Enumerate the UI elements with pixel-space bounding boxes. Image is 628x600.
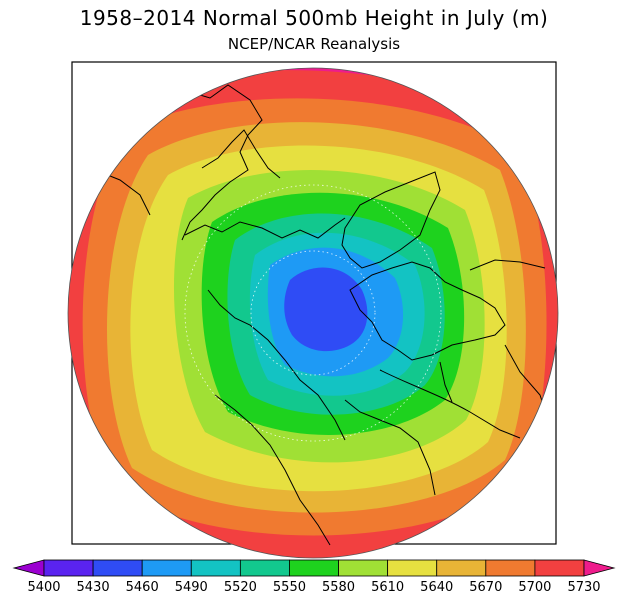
colorbar: 5400 5430 5460 5490 5520 5550 5580 5610 5640 5670… — [12, 559, 616, 595]
scandinavia-coast — [201, 129, 281, 179]
colorbar-tick-label: 5490 — [175, 580, 208, 595]
colorbar-tick-label: 5700 — [518, 580, 551, 595]
colorbar-swatch — [289, 559, 339, 577]
colorbar-tick-label: 5730 — [567, 580, 600, 595]
colorbar-tick-label: 5550 — [273, 580, 306, 595]
latitude-circles — [184, 184, 442, 442]
band-5430 — [284, 267, 368, 352]
colorbar-tick-label: 5580 — [322, 580, 355, 595]
colorbar-swatch — [190, 559, 241, 577]
colorbar-swatch — [534, 559, 585, 577]
colorbar-swatch — [92, 559, 143, 577]
colorbar-swatch — [239, 559, 290, 577]
alaska-coast — [344, 369, 521, 496]
colorbar-tick-label: 5670 — [469, 580, 502, 595]
colorbar-tick-label: 5430 — [77, 580, 110, 595]
colorbar-tick-label: 5460 — [126, 580, 159, 595]
height-contour-field — [68, 68, 558, 558]
siberia-coast — [184, 217, 346, 441]
colorbar-swatch — [485, 559, 536, 577]
colorbar-swatch — [141, 559, 192, 577]
canadian-archipelago-coast — [349, 261, 506, 361]
colorbar-extend-high — [583, 559, 616, 577]
colorbar-swatch — [436, 559, 487, 577]
greenland-coast — [341, 171, 441, 269]
colorbar-swatch — [387, 559, 438, 577]
colorbar-tick-label: 5400 — [27, 580, 60, 595]
colorbar-swatch — [338, 559, 389, 577]
colorbar-tick-label: 5520 — [224, 580, 257, 595]
globe-outline — [67, 67, 559, 559]
colorbar-swatch — [43, 559, 94, 577]
east-asia-coast — [214, 394, 331, 546]
chart-title: 1958–2014 Normal 500mb Height in July (m… — [79, 6, 549, 30]
colorbar-tick-label: 5610 — [371, 580, 404, 595]
colorbar-extend-low — [12, 559, 45, 577]
chart-subtitle: NCEP/NCAR Reanalysis — [227, 35, 401, 53]
colorbar-tick-label: 5640 — [420, 580, 453, 595]
